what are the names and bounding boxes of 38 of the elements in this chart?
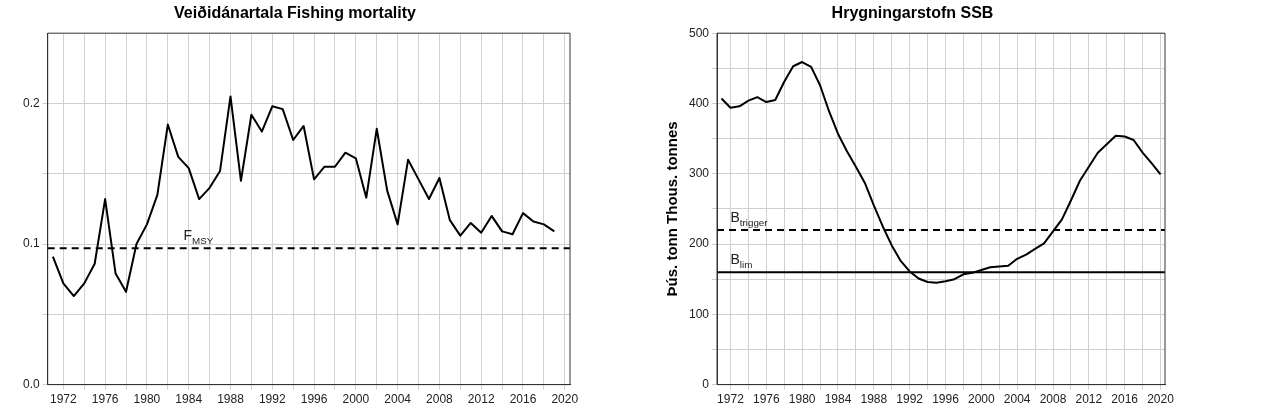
x-tick-label: 2000 bbox=[342, 392, 370, 407]
y-tick-label: 400 bbox=[688, 95, 710, 110]
x-tick-label: 1984 bbox=[175, 392, 203, 407]
x-tick-label: 1972 bbox=[717, 392, 745, 407]
x-tick-label: 1992 bbox=[258, 392, 286, 407]
x-tick-label: 2016 bbox=[509, 392, 537, 407]
x-tick-label: 1988 bbox=[217, 392, 245, 407]
x-tick-label: 1996 bbox=[932, 392, 960, 407]
y-tick-label: 0.1 bbox=[22, 236, 40, 251]
x-tick-label: 2016 bbox=[1111, 392, 1139, 407]
x-tick-label: 2020 bbox=[1147, 392, 1175, 407]
x-tick-label: 1976 bbox=[91, 392, 119, 407]
y-tick-label: 500 bbox=[688, 25, 710, 40]
y-tick-label: 100 bbox=[688, 306, 710, 321]
x-tick-label: 1992 bbox=[896, 392, 924, 407]
y-tick-label: 0.0 bbox=[22, 376, 40, 391]
x-tick-label: 2004 bbox=[384, 392, 412, 407]
x-tick-label: 2008 bbox=[426, 392, 454, 407]
x-tick-label: 2012 bbox=[467, 392, 495, 407]
x-tick-label: 2012 bbox=[1075, 392, 1103, 407]
x-tick-label: 1976 bbox=[752, 392, 780, 407]
chart-title: Veiðidánartala Fishing mortality bbox=[174, 4, 417, 22]
y-tick-label: 200 bbox=[688, 236, 710, 251]
x-tick-label: 2020 bbox=[551, 392, 579, 407]
x-tick-label: 1988 bbox=[860, 392, 888, 407]
x-tick-label: 2008 bbox=[1039, 392, 1067, 407]
x-tick-label: 1980 bbox=[133, 392, 161, 407]
x-tick-label: 1972 bbox=[50, 392, 78, 407]
x-tick-label: 1996 bbox=[300, 392, 328, 407]
y-axis-title: Þús. tonn Thous. tonnes bbox=[663, 121, 681, 297]
y-tick-label: 0.2 bbox=[22, 95, 40, 110]
x-tick-label: 2000 bbox=[967, 392, 995, 407]
y-tick-label: 300 bbox=[688, 166, 710, 181]
x-tick-label: 1980 bbox=[788, 392, 816, 407]
x-tick-label: 2004 bbox=[1003, 392, 1031, 407]
y-tick-label: 0 bbox=[702, 376, 710, 391]
x-tick-label: 1984 bbox=[824, 392, 852, 407]
chart-title: Hrygningarstofn SSB bbox=[831, 4, 994, 22]
